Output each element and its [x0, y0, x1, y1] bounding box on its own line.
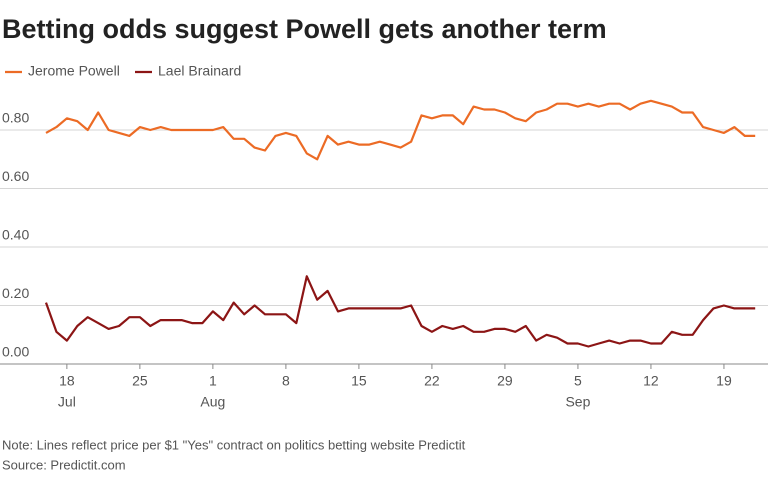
x-tick-label: 5	[574, 373, 582, 389]
x-tick-label: 15	[351, 373, 367, 389]
x-tick-label: 29	[497, 373, 513, 389]
x-month-label: Jul	[58, 394, 76, 410]
y-tick-label: 0.00	[2, 344, 29, 360]
legend-label: Lael Brainard	[158, 63, 241, 79]
x-tick-label: 1	[209, 373, 217, 389]
y-tick-label: 0.20	[2, 285, 29, 301]
x-month-label: Sep	[565, 394, 590, 410]
note: Note: Lines reflect price per $1 "Yes" c…	[2, 437, 466, 452]
chart-title: Betting odds suggest Powell gets another…	[2, 14, 607, 44]
y-tick-label: 0.40	[2, 227, 29, 243]
legend-label: Jerome Powell	[28, 63, 120, 79]
x-tick-label: 25	[132, 373, 148, 389]
x-month-label: Aug	[200, 394, 225, 410]
source: Source: Predictit.com	[2, 457, 126, 472]
x-tick-label: 8	[282, 373, 290, 389]
x-tick-label: 12	[643, 373, 659, 389]
x-tick-label: 19	[716, 373, 732, 389]
line	[44, 275, 756, 348]
y-tick-label: 0.60	[2, 168, 29, 184]
y-tick-label: 0.80	[2, 110, 29, 126]
x-tick-label: 18	[59, 373, 75, 389]
x-tick-label: 22	[424, 373, 440, 389]
line	[45, 99, 756, 161]
